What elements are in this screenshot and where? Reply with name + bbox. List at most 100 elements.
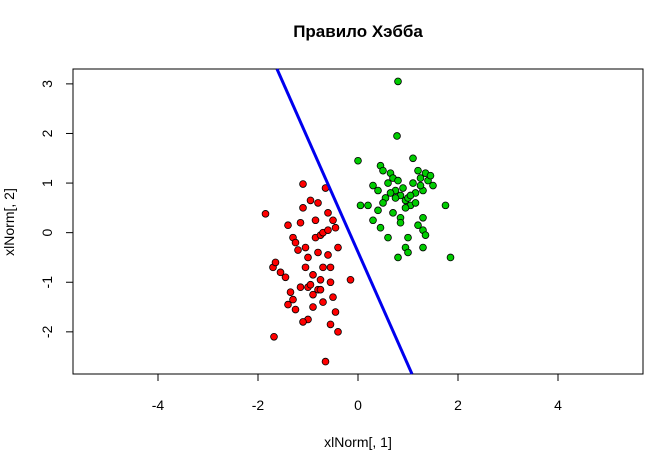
x-tick-label: 2 xyxy=(454,397,462,413)
data-point-series-1 xyxy=(331,223,340,232)
data-point-series-1 xyxy=(319,263,327,272)
y-tick-label: 3 xyxy=(39,80,55,88)
x-tick-label: 0 xyxy=(354,397,362,413)
data-point-series-1 xyxy=(321,357,330,366)
data-point-series-2 xyxy=(391,194,400,202)
data-points xyxy=(261,77,455,366)
data-point-series-1 xyxy=(309,271,317,279)
data-point-series-2 xyxy=(384,179,392,187)
data-point-series-1 xyxy=(296,283,305,292)
data-point-series-1 xyxy=(294,246,302,254)
data-point-series-1 xyxy=(331,308,340,316)
data-point-series-2 xyxy=(354,156,362,165)
data-point-series-1 xyxy=(326,263,335,272)
data-point-series-2 xyxy=(414,166,422,175)
data-point-series-1 xyxy=(329,216,337,225)
data-point-series-1 xyxy=(276,268,285,277)
data-point-series-1 xyxy=(316,285,325,294)
data-point-series-2 xyxy=(386,189,395,197)
data-point-series-2 xyxy=(409,154,417,163)
data-point-series-1 xyxy=(314,248,322,257)
data-point-series-2 xyxy=(446,253,455,262)
data-point-series-2 xyxy=(364,201,372,210)
data-point-series-2 xyxy=(393,132,401,140)
data-point-series-2 xyxy=(411,199,420,207)
data-point-series-1 xyxy=(301,263,310,272)
data-point-series-2 xyxy=(419,213,427,222)
data-point-series-2 xyxy=(376,223,385,232)
data-point-series-1 xyxy=(314,199,322,207)
data-point-series-2 xyxy=(399,184,407,192)
data-point-series-2 xyxy=(394,77,402,86)
data-point-series-1 xyxy=(270,333,278,341)
data-point-series-2 xyxy=(429,181,437,190)
data-point-series-2 xyxy=(409,179,417,187)
data-point-series-2 xyxy=(369,181,377,190)
data-point-series-1 xyxy=(291,238,300,247)
data-point-series-1 xyxy=(271,258,280,267)
data-point-series-1 xyxy=(324,226,332,234)
data-point-series-1 xyxy=(329,293,337,301)
data-point-series-2 xyxy=(394,176,402,185)
data-point-series-1 xyxy=(311,216,320,225)
data-point-series-2 xyxy=(419,243,427,252)
data-point-series-1 xyxy=(299,204,307,212)
data-point-series-2 xyxy=(414,221,422,230)
data-point-series-2 xyxy=(426,171,435,180)
data-point-series-1 xyxy=(296,218,305,227)
data-point-series-1 xyxy=(299,180,307,188)
data-point-series-2 xyxy=(384,233,392,242)
y-tick-label: -1 xyxy=(39,276,55,289)
data-point-series-2 xyxy=(401,204,410,212)
data-point-series-2 xyxy=(416,174,425,182)
plot-area xyxy=(72,68,644,375)
data-point-series-1 xyxy=(281,273,290,282)
data-point-series-2 xyxy=(356,201,365,210)
data-point-series-2 xyxy=(379,166,387,175)
data-point-series-1 xyxy=(319,298,327,306)
data-point-series-2 xyxy=(404,233,412,242)
data-point-series-1 xyxy=(306,280,315,289)
chart-title: Правило Хэбба xyxy=(293,22,423,41)
x-axis: -4 -2 0 2 4 xyxy=(152,374,562,413)
y-axis: -2 -1 0 1 2 3 xyxy=(39,80,73,338)
data-point-series-1 xyxy=(326,320,335,329)
data-point-series-2 xyxy=(374,186,382,195)
data-point-series-1 xyxy=(326,278,335,287)
data-point-series-1 xyxy=(299,318,307,326)
data-point-series-2 xyxy=(404,248,412,257)
data-point-series-2 xyxy=(396,218,405,227)
data-point-series-1 xyxy=(309,303,317,311)
data-point-series-1 xyxy=(324,209,332,217)
data-point-series-1 xyxy=(316,275,325,284)
x-axis-label: xlNorm[, 1] xyxy=(324,434,392,450)
data-point-series-2 xyxy=(416,181,425,190)
data-point-series-1 xyxy=(291,305,300,314)
x-tick-label: 4 xyxy=(554,397,562,413)
data-point-series-1 xyxy=(346,275,355,284)
x-tick-label: -4 xyxy=(152,397,165,413)
data-point-series-1 xyxy=(309,290,317,299)
data-point-series-1 xyxy=(284,221,292,230)
y-tick-label: 0 xyxy=(39,229,55,237)
y-tick-label: 2 xyxy=(39,129,55,137)
data-point-series-2 xyxy=(379,199,387,207)
data-point-series-1 xyxy=(306,196,315,205)
data-point-series-2 xyxy=(369,216,377,225)
x-tick-label: -2 xyxy=(252,397,265,413)
decision-boundary-line xyxy=(275,68,414,375)
data-point-series-2 xyxy=(406,191,415,200)
data-point-series-1 xyxy=(304,253,312,262)
y-axis-label: xlNorm[, 2] xyxy=(1,188,17,256)
data-point-series-2 xyxy=(389,209,397,217)
data-point-series-2 xyxy=(421,231,430,239)
data-point-series-1 xyxy=(334,243,342,252)
data-point-series-2 xyxy=(394,253,402,262)
data-point-series-1 xyxy=(324,251,332,259)
data-point-series-1 xyxy=(261,210,270,218)
data-point-series-1 xyxy=(289,295,297,304)
y-tick-label: 1 xyxy=(39,179,55,187)
data-point-series-2 xyxy=(441,201,450,210)
data-point-series-1 xyxy=(286,288,295,296)
